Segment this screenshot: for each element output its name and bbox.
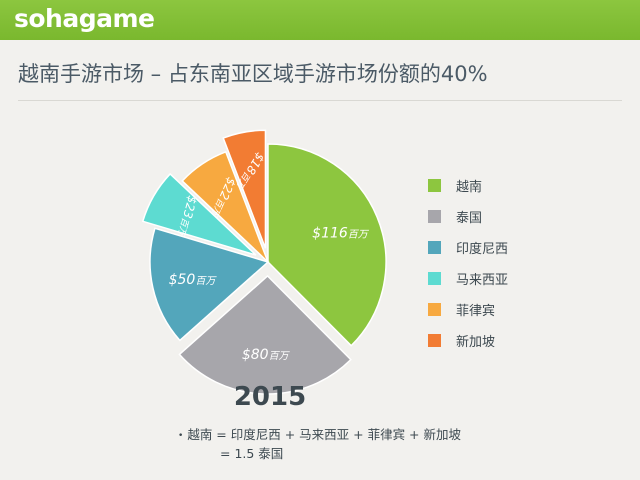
legend-item: 印度尼西 <box>428 232 508 263</box>
legend-label: 印度尼西 <box>456 242 509 257</box>
legend-label: 马来西亚 <box>456 273 509 288</box>
legend-swatch <box>428 334 441 347</box>
pie-slice-3 <box>149 227 270 342</box>
legend-label: 越南 <box>456 180 483 195</box>
chart-year-label: 2015 <box>233 382 307 412</box>
legend-swatch <box>428 241 441 254</box>
legend-label: 菲律宾 <box>456 304 496 319</box>
slice-value-label: $50百万 <box>169 272 218 288</box>
pie-slice-2 <box>178 274 352 395</box>
pie-slice-1 <box>267 143 387 347</box>
sohagame-logo: sohagame <box>14 4 155 33</box>
legend-label: 新加坡 <box>456 335 496 350</box>
bullet-point: • <box>178 431 184 441</box>
footnote-line-2: = 1.5 泰国 <box>220 446 284 461</box>
title-divider <box>18 100 622 101</box>
pie-slice-6 <box>222 129 267 249</box>
legend-swatch <box>428 272 441 285</box>
slice-value-label: $80百万 <box>242 347 291 363</box>
page-title: 越南手游市场 – 占东南亚区域手游市场份额的40% <box>18 62 488 86</box>
brand-header-bar: sohagame <box>0 0 640 40</box>
slice-value-label: $116百万 <box>312 225 370 241</box>
chart-legend: 越南泰国印度尼西马来西亚菲律宾新加坡 <box>428 170 508 356</box>
legend-item: 越南 <box>428 170 508 201</box>
legend-label: 泰国 <box>456 211 483 226</box>
legend-swatch <box>428 303 441 316</box>
legend-item: 泰国 <box>428 201 508 232</box>
slice-value-label: $23百万 <box>175 194 200 239</box>
legend-item: 菲律宾 <box>428 294 508 325</box>
footnote-line-1: 越南 = 印度尼西 + 马来西亚 + 菲律宾 + 新加坡 <box>187 427 461 442</box>
pie-slice-4 <box>141 172 257 256</box>
footnote: • 越南 = 印度尼西 + 马来西亚 + 菲律宾 + 新加坡 = 1.5 泰国 <box>178 426 461 463</box>
legend-swatch <box>428 179 441 192</box>
legend-swatch <box>428 210 441 223</box>
legend-item: 新加坡 <box>428 325 508 356</box>
pie-slice-5 <box>181 150 269 263</box>
legend-item: 马来西亚 <box>428 263 508 294</box>
